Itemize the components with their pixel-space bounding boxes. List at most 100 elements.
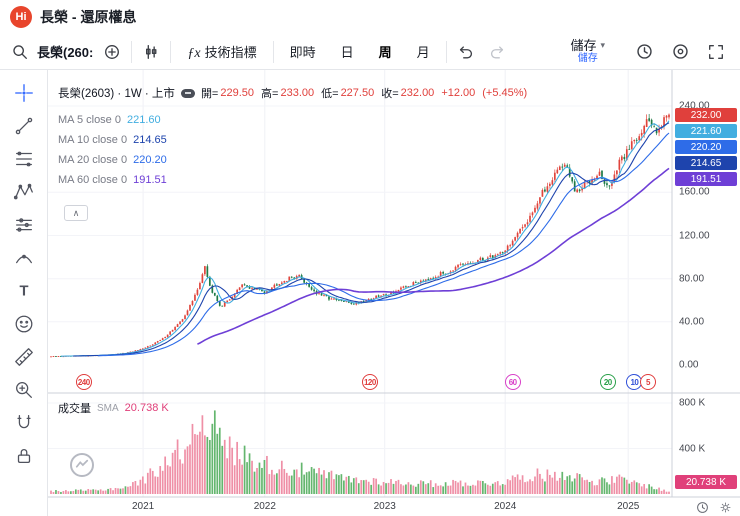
redo-icon[interactable] [485, 40, 509, 64]
candles-layer [50, 113, 670, 358]
window-title: 長榮 - 還原權息 [40, 9, 137, 25]
toolbar-separator [272, 40, 274, 63]
volume-sma-value: 20.738 K [124, 402, 169, 414]
price-axis-badge: 214.65 [675, 156, 737, 170]
legend-symbol[interactable]: 長榮(2603) · 1W · 上市 [58, 88, 175, 100]
time-axis-tick: 2023 [373, 501, 396, 512]
fullscreen-icon[interactable] [704, 40, 728, 64]
time-axis-tick: 2022 [253, 501, 276, 512]
ruler-icon[interactable] [13, 346, 35, 368]
realtime-button[interactable]: 即時 [289, 45, 316, 60]
gridlines [48, 70, 672, 497]
visibility-icon[interactable] [180, 88, 195, 98]
tradingview-watermark[interactable] [70, 453, 94, 477]
period-marker-120[interactable]: 120 [361, 374, 378, 390]
indicators-button[interactable]: ƒx 技術指標 [187, 44, 257, 61]
price-axis-tick: 40.00 [679, 316, 705, 328]
add-symbol-icon[interactable] [100, 40, 124, 64]
period-marker-5[interactable]: 5 [639, 374, 656, 390]
save-button[interactable]: 儲存 ▾ 儲存 [570, 37, 605, 64]
change-pct-value: (+5.45%) [482, 87, 528, 99]
high-value: 233.00 [280, 87, 315, 99]
time-axis-controls [696, 501, 732, 516]
ma-60-value: 191.51 [133, 174, 167, 186]
toolbar-separator [131, 40, 133, 63]
time-axis-tick: 2024 [494, 501, 517, 512]
fx-icon: ƒx [187, 45, 201, 61]
volume-legend: 成交量 SMA 20.738 K [58, 400, 169, 416]
volume-sma-label: SMA [97, 402, 119, 414]
curve-tool-icon[interactable] [13, 247, 35, 269]
ma-legend: MA 5 close 0 221.60 MA 10 close 0 214.65 M… [58, 114, 167, 186]
period-marker-20[interactable]: 20 [599, 374, 616, 390]
prediction-tool-icon[interactable] [13, 214, 35, 236]
magnet-icon[interactable] [13, 412, 35, 434]
volume-axis-tick: 400 K [679, 443, 706, 454]
titlebar: Hi 長榮 - 還原權息 [0, 0, 740, 34]
time-axis-tick: 2025 [617, 501, 640, 512]
volume-label: 成交量 [58, 403, 91, 415]
svg-text:T: T [19, 284, 28, 300]
price-axis-badge: 232.00 [675, 108, 737, 122]
price-axis-badge: 220.20 [675, 140, 737, 154]
ma-5-value: 221.60 [126, 114, 161, 126]
ma-5-row[interactable]: MA 5 close 0 221.60 [58, 114, 161, 126]
price-axis-badge: 191.51 [675, 172, 737, 186]
price-axis-tick: 120.00 [679, 230, 710, 241]
close-value: 232.00 [400, 87, 435, 99]
volume-axis-badge: 20.738 K [675, 475, 737, 489]
search-icon[interactable] [8, 40, 32, 64]
replay-icon[interactable] [632, 40, 656, 64]
interval-week-button[interactable]: 周 [378, 45, 392, 60]
ma-60-line [197, 167, 670, 345]
trendline-icon[interactable] [13, 115, 35, 137]
clock-icon[interactable] [696, 501, 709, 516]
ma-10-value: 214.65 [133, 134, 167, 146]
fib-retracement-icon[interactable] [13, 148, 35, 170]
lock-icon[interactable] [13, 445, 35, 467]
price-axis-tick: 160.00 [679, 186, 710, 198]
ma-20-row[interactable]: MA 20 close 0 220.20 [58, 154, 167, 166]
ma-20-value: 220.20 [133, 154, 167, 166]
emoji-tool-icon[interactable] [13, 313, 35, 335]
low-value: 227.50 [340, 87, 375, 99]
ohlc-values: 開= 229.50 高= 233.00 低= 227.50 收= 232.00 +12.… [200, 87, 528, 100]
text-tool-icon[interactable]: T [13, 280, 35, 302]
period-marker-240[interactable]: 240 [75, 374, 92, 390]
symbol-search-button[interactable]: 長榮(260: [37, 45, 94, 60]
zoom-in-icon[interactable] [13, 379, 35, 401]
settings-gear-icon[interactable] [719, 501, 732, 516]
save-sub-label: 儲存 [577, 52, 598, 64]
interval-day-button[interactable]: 日 [340, 45, 354, 60]
workspace: T 長榮(2603) · 1W · 上市 [0, 70, 740, 516]
undo-icon[interactable] [454, 40, 478, 64]
volume-axis-tick: 800 K [679, 397, 706, 409]
ma-20-line [98, 132, 670, 357]
change-value: +12.00 [441, 87, 476, 99]
chart-area: 長榮(2603) · 1W · 上市 開= 229.50 高= 233.00 低= 2… [48, 70, 740, 516]
toolbar-separator [170, 40, 172, 63]
toolbar-right-group [632, 40, 728, 64]
price-axis-badge: 221.60 [675, 124, 737, 138]
compare-icon[interactable] [139, 40, 163, 64]
open-value: 229.50 [220, 87, 255, 99]
chevron-down-icon: ▾ [600, 40, 605, 51]
interval-month-button[interactable]: 月 [416, 45, 430, 60]
ma-60-row[interactable]: MA 60 close 0 191.51 [58, 174, 167, 186]
chart-legend: 長榮(2603) · 1W · 上市 開= 229.50 高= 233.00 低= 2… [58, 85, 532, 101]
toolbar: 長榮(260: ƒx 技術指標 即時 日 周 月 儲存 ▾ 儲存 [0, 34, 740, 70]
xabcd-pattern-icon[interactable] [13, 181, 35, 203]
drawing-toolbar: T [0, 70, 48, 516]
ma-10-line [73, 122, 670, 357]
volume-bars-layer [50, 410, 670, 494]
snapshot-icon[interactable] [668, 40, 692, 64]
chart-canvas[interactable] [48, 70, 740, 516]
price-axis-tick: 80.00 [679, 273, 705, 285]
crosshair-icon[interactable] [13, 82, 35, 104]
price-axis-tick: 240.00 [679, 100, 710, 112]
ma-10-row[interactable]: MA 10 close 0 214.65 [58, 134, 167, 146]
price-axis-tick: 0.00 [679, 359, 699, 371]
period-marker-60[interactable]: 60 [504, 374, 521, 390]
collapse-legend-button[interactable]: ∧ [64, 205, 88, 221]
